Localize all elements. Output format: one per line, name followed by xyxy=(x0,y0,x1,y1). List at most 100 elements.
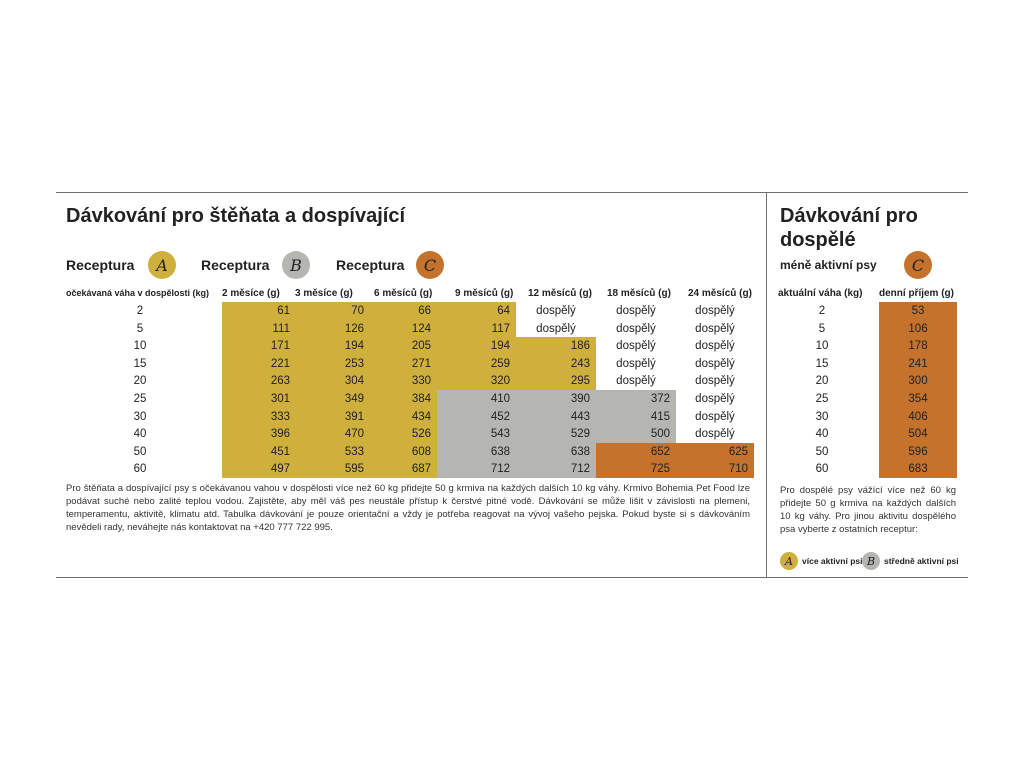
table-frame xyxy=(56,192,968,578)
dosage-cell: 205 xyxy=(370,337,437,356)
dosage-cell: 415 xyxy=(596,407,676,426)
adult-intake-cell: 504 xyxy=(879,425,957,444)
adult-weight-cell: 15 xyxy=(815,357,829,370)
adult-weight-cell: 30 xyxy=(815,410,829,423)
weight-column-header: očekávaná váha v dospělosti (kg) xyxy=(66,288,210,298)
dosage-cell: 384 xyxy=(370,390,437,409)
dosage-cell: 186 xyxy=(516,337,596,356)
dosage-cell: 434 xyxy=(370,407,437,426)
dosage-cell: 304 xyxy=(296,372,370,391)
legend-a-badge: A xyxy=(780,552,798,570)
dosage-cell: 712 xyxy=(516,460,596,479)
adult-subtitle: méně aktivní psy xyxy=(780,258,877,272)
weight-cell: 10 xyxy=(133,340,147,353)
dosage-cell: dospělý xyxy=(536,322,576,335)
dosage-cell: 301 xyxy=(222,390,296,409)
dosage-cell: 687 xyxy=(370,460,437,479)
dosage-cell: 330 xyxy=(370,372,437,391)
adult-weight-cell: 60 xyxy=(815,463,829,476)
dosage-cell: 725 xyxy=(596,460,676,479)
column-header: 2 měsíce (g) xyxy=(222,288,280,299)
dosage-cell: dospělý xyxy=(695,428,735,441)
adult-intake-cell: 406 xyxy=(879,407,957,426)
adult-weight-cell: 25 xyxy=(815,393,829,405)
dosage-cell: 111 xyxy=(222,319,296,338)
dosage-cell: dospělý xyxy=(616,357,656,370)
weight-cell: 25 xyxy=(133,393,147,405)
column-header: 12 měsíců (g) xyxy=(528,288,592,299)
adult-intake-cell: 683 xyxy=(879,460,957,479)
dosage-cell: 710 xyxy=(676,460,754,479)
dosage-cell: 372 xyxy=(596,390,676,409)
dosage-cell: dospělý xyxy=(695,305,735,317)
legend-more-active: A více aktivní psi xyxy=(780,552,862,570)
dosage-cell: 320 xyxy=(437,372,516,391)
dosage-cell: 295 xyxy=(516,372,596,391)
adult-intake-header: denní příjem (g) xyxy=(879,288,954,299)
dosage-cell: 263 xyxy=(222,372,296,391)
dosage-cell: 500 xyxy=(596,425,676,444)
adult-intake-cell: 53 xyxy=(879,302,957,321)
dosage-cell: 533 xyxy=(296,442,370,461)
adult-note: Pro dospělé psy vážící více než 60 kg př… xyxy=(780,485,956,535)
dosage-cell: 64 xyxy=(437,302,516,321)
dosage-cell: dospělý xyxy=(695,375,735,388)
dosage-cell: 543 xyxy=(437,425,516,444)
weight-cell: 60 xyxy=(133,463,147,476)
recipe-a-label: Receptura xyxy=(66,257,135,273)
dosage-cell: 638 xyxy=(437,442,516,461)
dosage-cell: 410 xyxy=(437,390,516,409)
dosage-cell: 390 xyxy=(516,390,596,409)
dosage-cell: 66 xyxy=(370,302,437,321)
dosage-cell: dospělý xyxy=(695,322,735,335)
dosage-cell: 259 xyxy=(437,354,516,373)
adult-intake-cell: 596 xyxy=(879,442,957,461)
dosage-cell: dospělý xyxy=(695,393,735,405)
section-divider xyxy=(766,192,767,577)
weight-cell: 30 xyxy=(133,410,147,423)
dosage-cell: 253 xyxy=(296,354,370,373)
recipe-c-label: Receptura xyxy=(336,257,405,273)
column-header: 9 měsíců (g) xyxy=(455,288,514,299)
adult-weight-cell: 5 xyxy=(818,322,826,335)
dosage-cell: 595 xyxy=(296,460,370,479)
dosage-cell: 638 xyxy=(516,442,596,461)
recipe-b-badge: B xyxy=(282,251,310,279)
dosage-cell: 526 xyxy=(370,425,437,444)
dosage-cell: 349 xyxy=(296,390,370,409)
recipe-c-badge: C xyxy=(416,251,444,279)
dosage-cell: 443 xyxy=(516,407,596,426)
dosage-cell: 171 xyxy=(222,337,296,356)
adult-intake-cell: 354 xyxy=(879,390,957,409)
adult-intake-cell: 241 xyxy=(879,354,957,373)
dosage-cell: 451 xyxy=(222,442,296,461)
adult-recipe-c-badge: C xyxy=(904,251,932,279)
adult-weight-cell: 20 xyxy=(815,375,829,388)
dosage-cell: dospělý xyxy=(695,357,735,370)
dosage-cell: 470 xyxy=(296,425,370,444)
dosage-cell: 61 xyxy=(222,302,296,321)
dosage-cell: dospělý xyxy=(616,322,656,335)
dosage-cell: 608 xyxy=(370,442,437,461)
dosage-cell: 652 xyxy=(596,442,676,461)
dosage-cell: 333 xyxy=(222,407,296,426)
dosage-cell: dospělý xyxy=(695,410,735,423)
adult-weight-cell: 10 xyxy=(815,340,829,353)
legend-b-badge: B xyxy=(862,552,880,570)
dosage-cell: 712 xyxy=(437,460,516,479)
adult-intake-cell: 300 xyxy=(879,372,957,391)
dosage-cell: 625 xyxy=(676,442,754,461)
dosage-cell: 243 xyxy=(516,354,596,373)
weight-cell: 20 xyxy=(133,375,147,388)
column-header: 24 měsíců (g) xyxy=(688,288,752,299)
puppy-note: Pro štěňata a dospívající psy s očekávan… xyxy=(66,483,750,533)
weight-cell: 50 xyxy=(133,445,147,458)
dosage-cell: 221 xyxy=(222,354,296,373)
dosage-cell: 124 xyxy=(370,319,437,338)
adult-intake-cell: 178 xyxy=(879,337,957,356)
adult-weight-cell: 2 xyxy=(818,305,826,317)
dosage-cell: 452 xyxy=(437,407,516,426)
dosage-cell: 529 xyxy=(516,425,596,444)
dosage-cell: 271 xyxy=(370,354,437,373)
dosage-cell: dospělý xyxy=(616,305,656,317)
